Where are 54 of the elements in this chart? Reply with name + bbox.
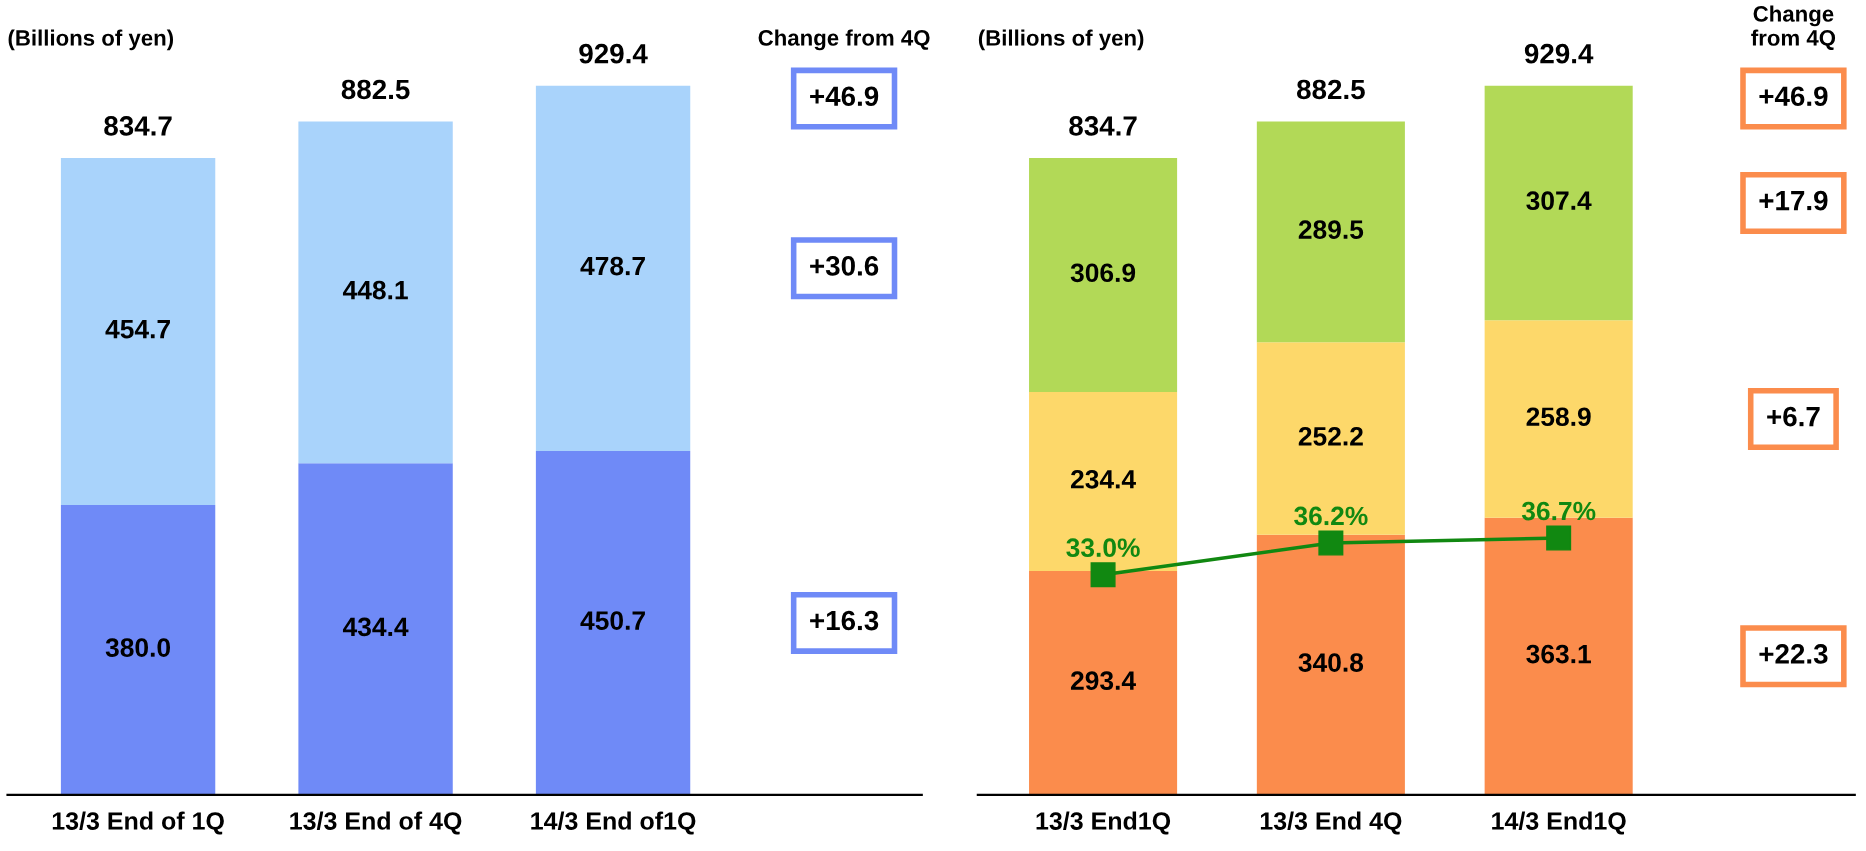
text: Change from 4Q — [1751, 5, 1836, 50]
x-tick-label: 13/3 End of 4Q — [290, 811, 462, 835]
data-label: 454.7 — [105, 320, 170, 339]
data-label: 234.4 — [1070, 469, 1136, 489]
data-label: 252.2 — [1298, 426, 1363, 446]
x-tick-label: 14/3 End of1Q — [531, 811, 696, 835]
bar — [298, 121, 453, 464]
bar — [60, 157, 216, 505]
bar — [1029, 157, 1178, 393]
data-label: 450.7 — [580, 611, 645, 630]
data-label: 36.2% — [1294, 506, 1368, 526]
data-label: 448.1 — [342, 280, 408, 300]
total-label: 834.7 — [104, 116, 172, 136]
data-label: 478.7 — [580, 256, 645, 276]
total-label: 929.4 — [1524, 43, 1594, 64]
data-label: 363.1 — [1526, 644, 1591, 664]
annotation: +22.3 — [1759, 644, 1828, 664]
data-label: 434.4 — [342, 617, 409, 637]
total-label: 834.7 — [1069, 116, 1137, 136]
data-label: 380.0 — [105, 638, 171, 657]
total-label: 929.4 — [579, 43, 648, 64]
total-label: 882.5 — [341, 79, 410, 100]
bar — [1029, 570, 1178, 795]
annotation: +46.9 — [1759, 86, 1828, 107]
y-axis-title: (Billions of yen) — [978, 29, 1144, 51]
bar — [60, 504, 216, 795]
bar — [1256, 342, 1405, 535]
bar — [298, 463, 453, 795]
bar — [1029, 392, 1178, 571]
bar — [1256, 534, 1405, 795]
bar — [1256, 121, 1405, 343]
annotation: +46.9 — [810, 86, 879, 107]
x-tick-label: 14/3 End1Q — [1492, 811, 1626, 835]
data-label: 306.9 — [1070, 263, 1136, 283]
annotation: +30.6 — [810, 256, 879, 276]
data-label: 307.4 — [1526, 191, 1592, 211]
data-label: 258.9 — [1526, 407, 1591, 427]
bar — [535, 85, 691, 451]
data-label: 293.4 — [1070, 671, 1136, 691]
data-label: 33.0% — [1066, 538, 1140, 558]
annotation: +16.3 — [810, 610, 879, 631]
y-axis-title: (Billions of yen) — [8, 29, 174, 51]
annotation: +17.9 — [1759, 190, 1828, 211]
bar — [1484, 85, 1633, 321]
x-tick-label: 13/3 End 4Q — [1260, 811, 1402, 835]
x-tick-label: 13/3 End1Q — [1036, 811, 1171, 835]
data-label: 289.5 — [1298, 220, 1364, 239]
text: Change from 4Q — [758, 29, 930, 51]
x-tick-label: 13/3 End of 1Q — [52, 811, 224, 835]
data-label: 340.8 — [1298, 653, 1364, 672]
total-label: 882.5 — [1297, 79, 1365, 100]
data-label: 36.7% — [1521, 501, 1596, 521]
annotation: +6.7 — [1767, 406, 1820, 427]
bar — [535, 450, 691, 795]
